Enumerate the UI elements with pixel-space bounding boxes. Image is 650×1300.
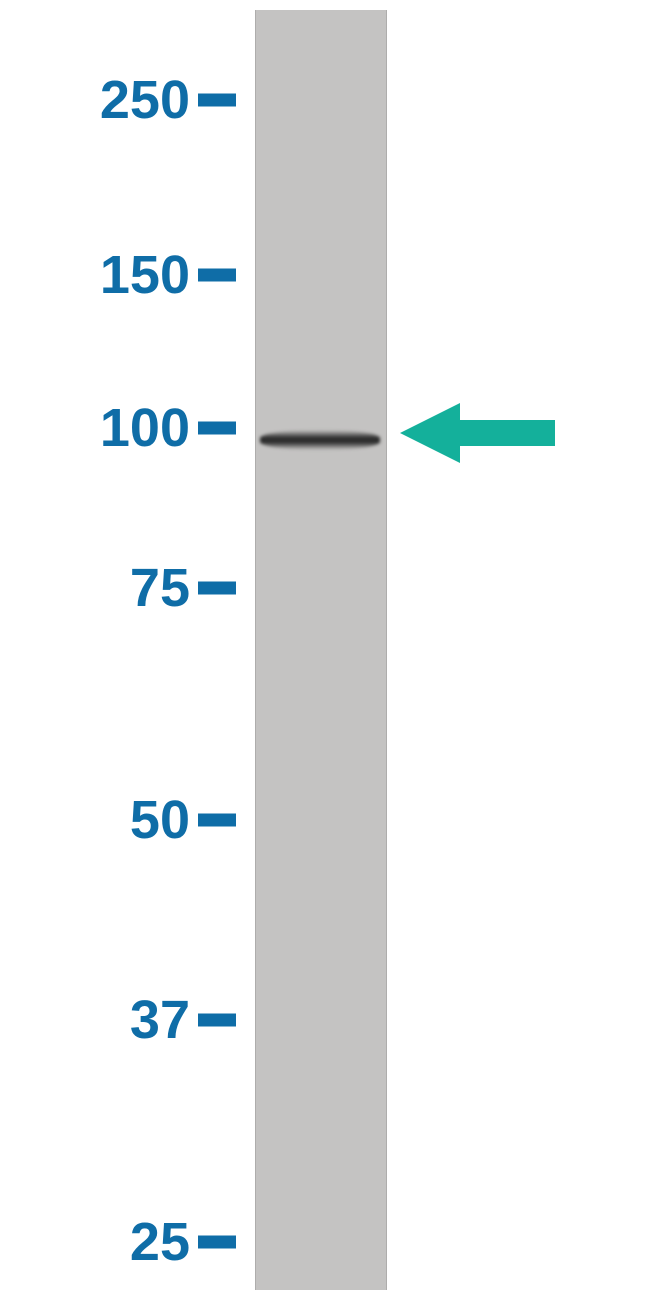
marker-label: 250 bbox=[40, 69, 190, 131]
marker-tick bbox=[198, 814, 236, 827]
marker-tick bbox=[198, 269, 236, 282]
marker-label: 25 bbox=[40, 1211, 190, 1273]
marker-label: 100 bbox=[40, 397, 190, 459]
marker-label: 37 bbox=[40, 989, 190, 1051]
marker-label: 50 bbox=[40, 789, 190, 851]
marker-tick bbox=[198, 422, 236, 435]
arrow-shaft bbox=[460, 420, 555, 446]
gel-lane bbox=[255, 10, 387, 1290]
marker-tick bbox=[198, 582, 236, 595]
marker-label: 150 bbox=[40, 244, 190, 306]
protein-band bbox=[260, 430, 380, 450]
marker-tick bbox=[198, 94, 236, 107]
marker-tick bbox=[198, 1014, 236, 1027]
blot-canvas: 250 150 100 75 50 37 25 bbox=[0, 0, 650, 1300]
marker-tick bbox=[198, 1236, 236, 1249]
marker-label: 75 bbox=[40, 557, 190, 619]
arrow-head-icon bbox=[400, 403, 460, 463]
